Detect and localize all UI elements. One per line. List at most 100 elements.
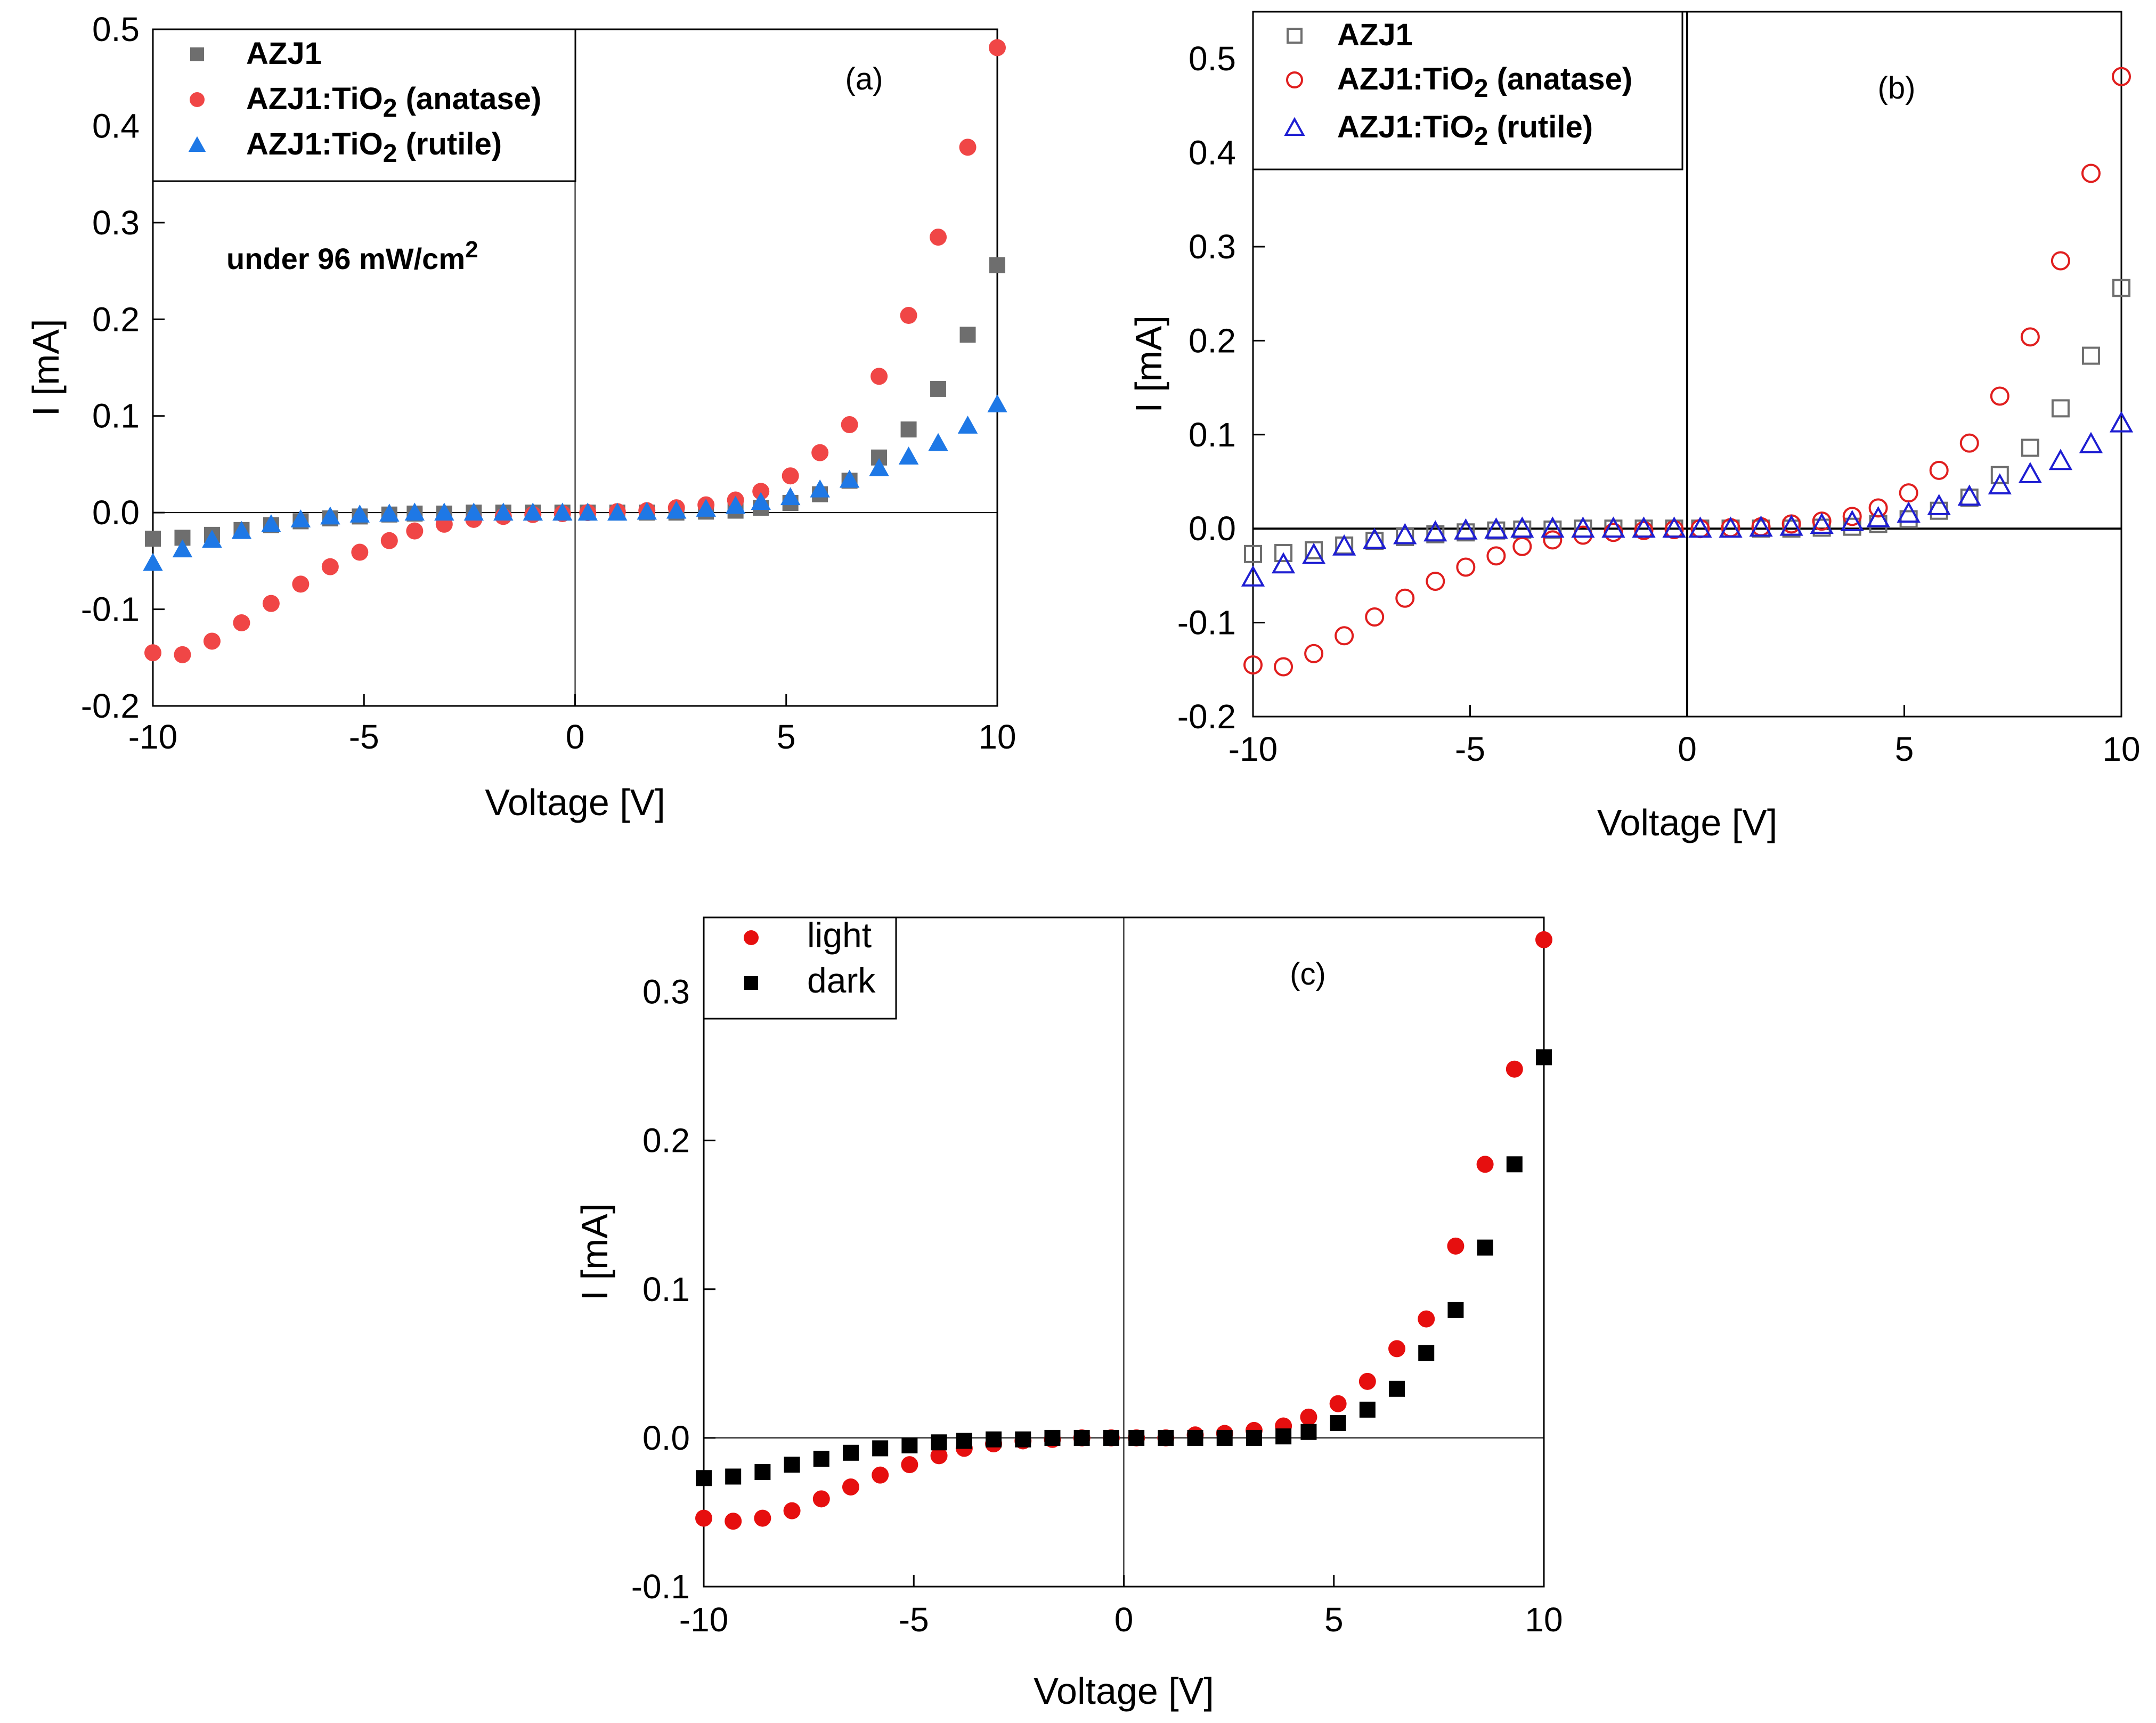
data-point <box>1604 523 1623 542</box>
legend-marker <box>744 930 759 945</box>
data-point <box>1510 516 1534 538</box>
data-point <box>1363 527 1387 549</box>
data-point <box>321 558 339 575</box>
data-point <box>1423 520 1447 542</box>
legend-label: AZJ1:TiO2 (anatase) <box>1337 62 1632 103</box>
data-point <box>931 1434 947 1451</box>
data-point <box>1158 1429 1174 1446</box>
data-point <box>1330 1415 1346 1431</box>
y-tick-label: -0.2 <box>1177 697 1236 736</box>
x-tick-label: -5 <box>899 1600 929 1639</box>
data-point <box>1274 544 1293 563</box>
y-tick-label: 0.4 <box>1189 134 1236 172</box>
legend-box <box>703 916 897 1020</box>
data-point <box>1842 507 1862 526</box>
data-point <box>752 483 770 500</box>
data-point <box>231 521 252 539</box>
data-point <box>1632 516 1656 538</box>
data-point <box>2112 67 2131 86</box>
data-point <box>1779 514 1803 536</box>
data-point <box>1812 511 1832 531</box>
data-point <box>957 416 978 434</box>
data-point <box>959 327 976 343</box>
y-tick-label: -0.1 <box>1177 604 1236 642</box>
data-point <box>989 39 1006 56</box>
data-point <box>842 1478 859 1496</box>
data-point <box>986 1431 1002 1448</box>
data-point <box>696 1470 712 1486</box>
data-point <box>1426 525 1445 543</box>
data-point <box>1601 516 1625 538</box>
data-point <box>811 444 829 461</box>
y-tick-label: 0.3 <box>642 973 690 1011</box>
y-axis-title: I [mA] <box>25 319 67 417</box>
data-point <box>1990 466 2009 484</box>
data-point <box>725 1513 742 1530</box>
data-point <box>1927 493 1951 515</box>
data-point <box>812 1490 830 1508</box>
data-point <box>379 503 400 522</box>
panel-label: (b) <box>1878 71 1916 105</box>
data-point <box>1395 588 1415 608</box>
y-tick-label: 0.4 <box>92 107 140 145</box>
data-point <box>1300 1424 1317 1440</box>
data-point <box>203 632 221 650</box>
data-point <box>1506 1156 1523 1173</box>
data-point <box>1388 1340 1406 1358</box>
data-point <box>1358 1372 1376 1390</box>
data-point <box>930 380 947 397</box>
data-point <box>1447 1237 1465 1255</box>
y-tick-label: 0.0 <box>642 1419 690 1457</box>
data-point <box>1866 506 1890 527</box>
data-point <box>1959 433 1979 453</box>
data-point <box>783 1502 801 1519</box>
data-point <box>404 502 425 521</box>
data-point <box>1301 542 1326 564</box>
y-tick-label: 0.2 <box>642 1121 690 1160</box>
legend-marker <box>190 92 205 107</box>
data-point <box>872 1440 889 1457</box>
x-tick-label: -5 <box>349 718 379 756</box>
data-point <box>174 646 191 663</box>
x-tick-label: 10 <box>2102 730 2140 768</box>
x-tick-label: -10 <box>679 1600 729 1639</box>
series-2 <box>1241 411 2134 587</box>
data-point <box>1476 1156 1494 1173</box>
data-point <box>1216 1429 1233 1446</box>
data-point <box>928 433 948 451</box>
data-point <box>842 1444 859 1461</box>
data-point <box>463 502 484 521</box>
x-tick-label: 0 <box>1114 1600 1134 1639</box>
data-point <box>320 506 340 525</box>
data-point <box>2018 462 2042 483</box>
data-point <box>901 1437 918 1453</box>
y-tick-label: -0.2 <box>81 687 140 725</box>
legend-label: AZJ1:TiO2 (anatase) <box>246 82 541 123</box>
data-point <box>695 1509 712 1527</box>
data-point <box>1359 1401 1376 1418</box>
panel-a: -10 -5 0 5 10 -0.2 -0.1 0.0 0.1 0.2 0.3 0.4 0.5 Volta… <box>25 10 1016 823</box>
series-2 <box>143 394 1007 571</box>
data-point <box>1634 521 1654 540</box>
annotation: under 96 mW/cm2 <box>226 237 478 275</box>
y-tick-label: 0.1 <box>1189 416 1236 454</box>
data-point <box>841 416 858 434</box>
data-point <box>1332 534 1356 556</box>
legend-marker <box>188 136 206 152</box>
data-point <box>2112 279 2130 297</box>
data-point <box>780 487 801 506</box>
data-point <box>1543 530 1563 550</box>
data-point <box>1073 1429 1090 1446</box>
series-1 <box>1243 67 2131 677</box>
panel-c: -10 -5 0 5 10 -0.1 0.0 0.1 0.2 0.3 Voltage [V] I [m… <box>574 915 1563 1712</box>
data-point <box>872 1466 889 1484</box>
data-point <box>1393 523 1417 544</box>
data-point <box>1304 644 1324 663</box>
series-1 <box>696 1049 1552 1486</box>
y-axis-title: I [mA] <box>574 1204 615 1301</box>
data-point <box>2051 251 2070 271</box>
data-point <box>1329 1395 1347 1412</box>
data-point <box>1957 484 1981 506</box>
data-point <box>2048 449 2073 470</box>
data-point <box>290 509 311 527</box>
